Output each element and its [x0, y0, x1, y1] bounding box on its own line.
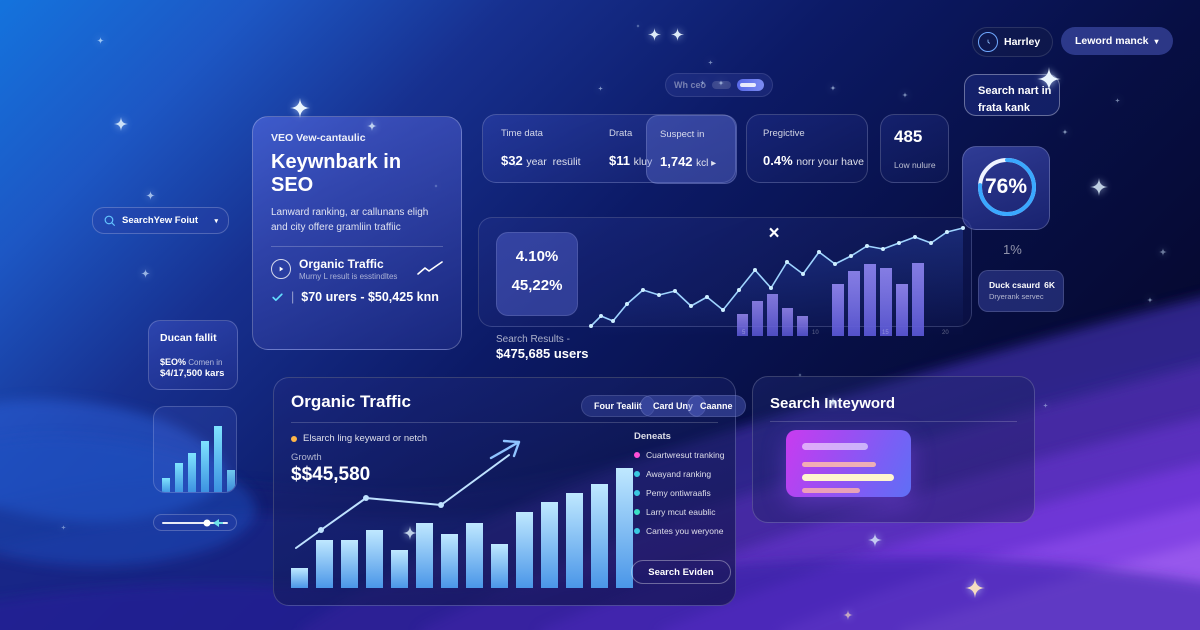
svg-text:10: 10 — [812, 330, 819, 336]
svg-text:×: × — [768, 226, 779, 244]
svg-text:15: 15 — [882, 330, 889, 336]
svg-text:20: 20 — [942, 330, 949, 336]
